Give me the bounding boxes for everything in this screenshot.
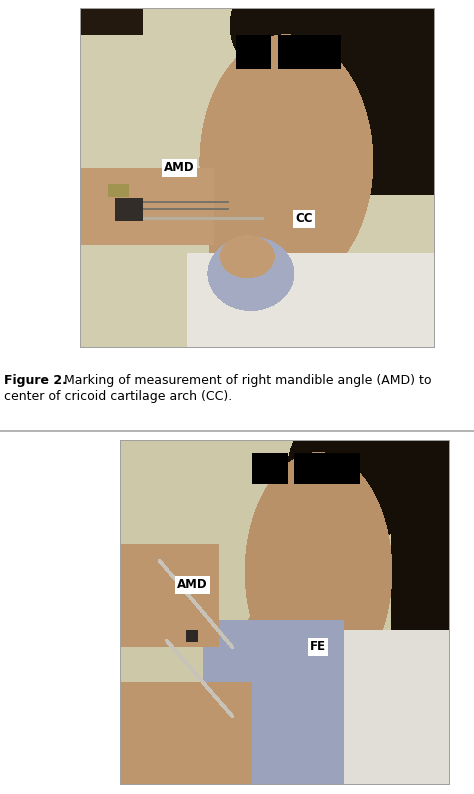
Text: AMD: AMD	[177, 578, 208, 592]
Text: AMD: AMD	[164, 161, 195, 175]
Text: center of cricoid cartilage arch (CC).: center of cricoid cartilage arch (CC).	[4, 390, 232, 403]
Text: CC: CC	[295, 212, 312, 225]
Text: Marking of measurement of right mandible angle (AMD) to: Marking of measurement of right mandible…	[60, 374, 431, 387]
Text: FE: FE	[310, 641, 326, 653]
Text: Figure 2.: Figure 2.	[4, 374, 67, 387]
